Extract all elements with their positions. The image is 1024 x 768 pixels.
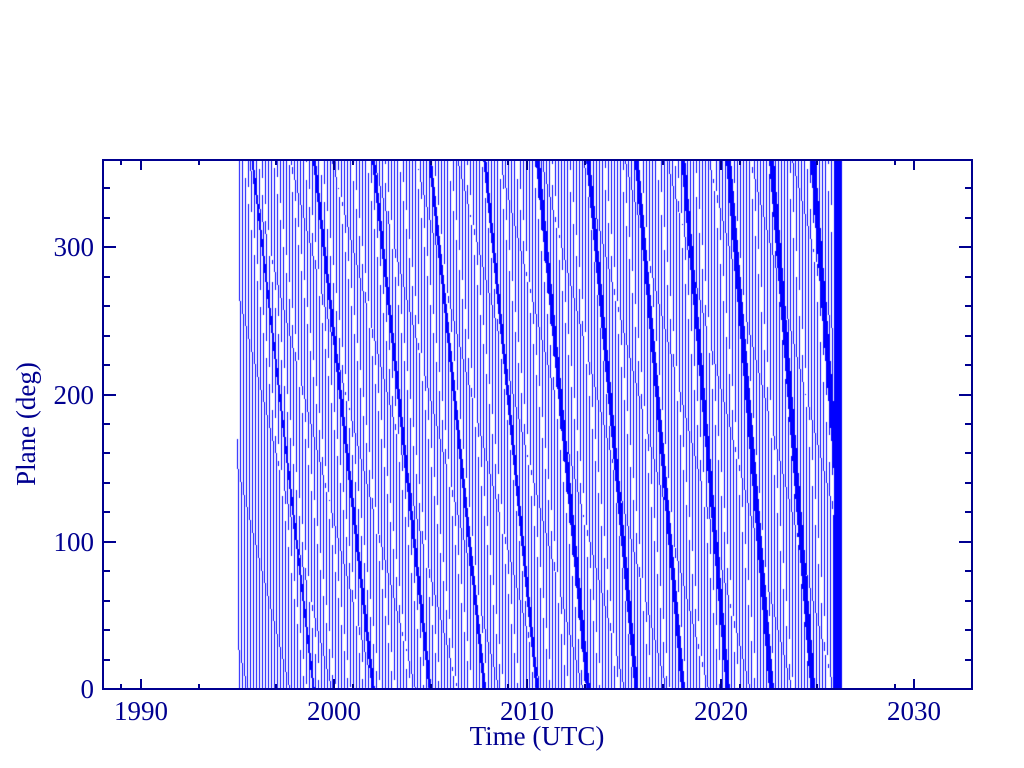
x-minor-tick bbox=[275, 161, 277, 165]
x-minor-tick bbox=[430, 684, 432, 688]
x-minor-tick bbox=[198, 684, 200, 688]
x-minor-tick bbox=[816, 161, 818, 165]
y-minor-tick bbox=[104, 452, 110, 454]
y-minor-tick bbox=[965, 364, 971, 366]
y-minor-tick bbox=[965, 511, 971, 513]
y-minor-tick bbox=[965, 482, 971, 484]
x-major-tick bbox=[913, 679, 915, 688]
x-major-tick bbox=[140, 679, 142, 688]
y-major-tick bbox=[959, 688, 971, 690]
y-minor-tick bbox=[965, 600, 971, 602]
x-major-tick bbox=[526, 161, 528, 170]
x-major-tick bbox=[913, 161, 915, 170]
x-axis-title: Time (UTC) bbox=[469, 721, 605, 751]
y-major-tick bbox=[104, 246, 116, 248]
x-major-tick bbox=[140, 161, 142, 170]
y-minor-tick bbox=[965, 335, 971, 337]
x-minor-tick bbox=[352, 684, 354, 688]
x-minor-tick bbox=[739, 684, 741, 688]
y-minor-tick bbox=[104, 335, 110, 337]
x-major-tick bbox=[526, 679, 528, 688]
y-minor-tick bbox=[104, 364, 110, 366]
y-minor-tick bbox=[104, 423, 110, 425]
y-minor-tick bbox=[104, 511, 110, 513]
y-minor-tick bbox=[104, 276, 110, 278]
y-minor-tick bbox=[965, 659, 971, 661]
x-tick-label: 1990 bbox=[114, 696, 168, 726]
x-minor-tick bbox=[275, 684, 277, 688]
x-tick-label: 2010 bbox=[500, 696, 554, 726]
y-major-tick bbox=[104, 688, 116, 690]
x-minor-tick bbox=[584, 161, 586, 165]
x-major-tick bbox=[720, 161, 722, 170]
y-minor-tick bbox=[104, 217, 110, 219]
x-minor-tick bbox=[816, 684, 818, 688]
y-minor-tick bbox=[965, 629, 971, 631]
x-minor-tick bbox=[584, 684, 586, 688]
x-tick-label: 2000 bbox=[307, 696, 361, 726]
x-major-tick bbox=[333, 161, 335, 170]
y-minor-tick bbox=[104, 305, 110, 307]
y-minor-tick bbox=[965, 570, 971, 572]
y-tick-label: 0 bbox=[80, 674, 95, 704]
y-tick-label: 300 bbox=[53, 232, 95, 262]
y-major-tick bbox=[959, 541, 971, 543]
y-minor-tick bbox=[965, 217, 971, 219]
x-minor-tick bbox=[198, 161, 200, 165]
y-tick-label: 100 bbox=[53, 527, 95, 557]
y-major-tick bbox=[104, 394, 116, 396]
y-minor-tick bbox=[965, 452, 971, 454]
x-minor-tick bbox=[739, 161, 741, 165]
y-minor-tick bbox=[104, 600, 110, 602]
x-tick-label: 2020 bbox=[694, 696, 748, 726]
x-tick-label: 2030 bbox=[887, 696, 941, 726]
y-minor-tick bbox=[965, 305, 971, 307]
x-minor-tick bbox=[120, 684, 122, 688]
x-minor-tick bbox=[894, 684, 896, 688]
y-axis-title: Plane (deg) bbox=[11, 362, 41, 486]
y-minor-tick bbox=[965, 423, 971, 425]
x-minor-tick bbox=[894, 161, 896, 165]
x-minor-tick bbox=[352, 161, 354, 165]
y-minor-tick bbox=[104, 629, 110, 631]
y-minor-tick bbox=[104, 482, 110, 484]
x-major-tick bbox=[720, 679, 722, 688]
x-minor-tick bbox=[430, 161, 432, 165]
y-minor-tick bbox=[965, 276, 971, 278]
x-minor-tick bbox=[662, 161, 664, 165]
y-minor-tick bbox=[104, 659, 110, 661]
x-minor-tick bbox=[507, 684, 509, 688]
x-major-tick bbox=[333, 679, 335, 688]
x-minor-tick bbox=[507, 161, 509, 165]
y-minor-tick bbox=[104, 187, 110, 189]
plot-data-region bbox=[102, 159, 973, 690]
y-tick-label: 200 bbox=[53, 380, 95, 410]
y-minor-tick bbox=[965, 187, 971, 189]
x-minor-tick bbox=[120, 161, 122, 165]
y-major-tick bbox=[104, 541, 116, 543]
y-minor-tick bbox=[104, 570, 110, 572]
x-minor-tick bbox=[662, 684, 664, 688]
y-major-tick bbox=[959, 394, 971, 396]
y-major-tick bbox=[959, 246, 971, 248]
